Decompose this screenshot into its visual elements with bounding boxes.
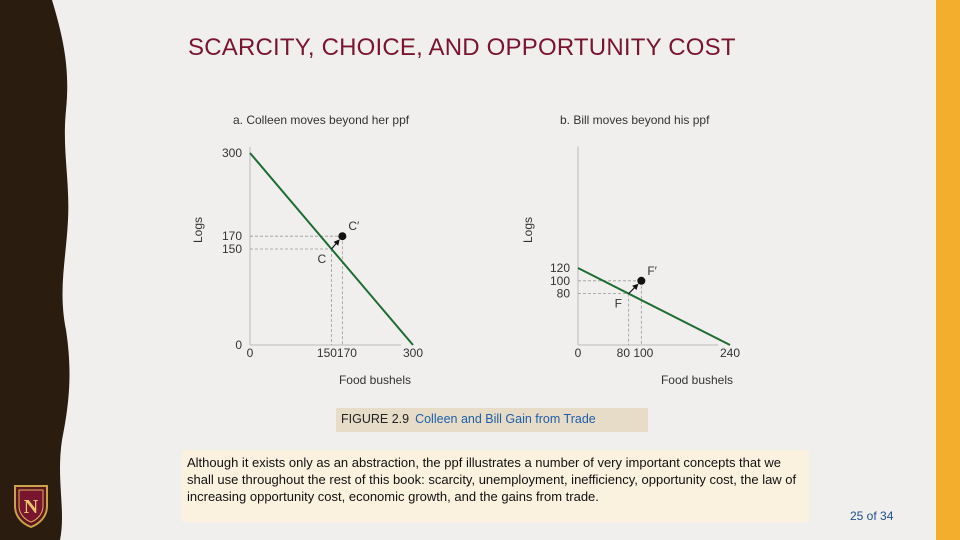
slide-title: SCARCITY, CHOICE, AND OPPORTUNITY COST bbox=[188, 34, 736, 61]
chart-b-x-tick-label: 0 bbox=[575, 346, 582, 360]
chart-a-point-label: C′ bbox=[348, 219, 360, 233]
chart-b-y-tick-label: 100 bbox=[550, 274, 570, 288]
chart-a-point-label: C bbox=[318, 252, 327, 266]
right-accent-band bbox=[936, 0, 960, 540]
chart-a-y-tick-label: 170 bbox=[222, 229, 242, 243]
chart-a-arrow-head bbox=[333, 239, 340, 246]
left-band-shape bbox=[0, 0, 70, 540]
chart-b-arrow-head bbox=[632, 283, 639, 291]
chart-b-ppf-line bbox=[577, 267, 731, 346]
chart-a-x-tick-label: 300 bbox=[403, 346, 423, 360]
chart-b-y-tick-label: 120 bbox=[550, 261, 570, 275]
page-number: 25 of 34 bbox=[850, 509, 894, 523]
chart-b-title: b. Bill moves beyond his ppf bbox=[560, 113, 710, 127]
chart-a-x-tick-label: 0 bbox=[247, 346, 254, 360]
chart-a-title: a. Colleen moves beyond her ppf bbox=[233, 113, 410, 127]
chart-a-y-axis-label: Logs bbox=[191, 217, 205, 243]
chart-b-point-beyond bbox=[637, 276, 646, 285]
chart-b-point-label: F′ bbox=[647, 264, 657, 278]
shield-logo-icon: N bbox=[14, 485, 48, 528]
figure-caption-text: Colleen and Bill Gain from Trade bbox=[415, 412, 596, 426]
chart-b-y-axis-label: Logs bbox=[521, 217, 535, 243]
left-decorative-band bbox=[0, 0, 72, 540]
chart-b-x-tick-label: 240 bbox=[720, 346, 740, 360]
shield-logo-letter: N bbox=[24, 496, 39, 518]
chart-b-x-tick-label: 80 100 bbox=[617, 346, 654, 360]
chart-b-y-tick-label: 80 bbox=[557, 287, 571, 301]
chart-a-y-tick-label: 150 bbox=[222, 242, 242, 256]
chart-b-x-axis-label: Food bushels bbox=[661, 373, 733, 387]
chart-b-point-label: F bbox=[615, 297, 622, 311]
chart-a-y-tick-label: 0 bbox=[235, 338, 242, 352]
figure-caption: FIGURE 2.9 Colleen and Bill Gain from Tra… bbox=[336, 408, 648, 432]
chart-a-point-beyond bbox=[338, 232, 347, 241]
right-band-fill bbox=[936, 0, 960, 540]
figure-charts: a. Colleen moves beyond her ppf Logs Food … bbox=[191, 113, 740, 387]
chart-a-x-tick-label: 150170 bbox=[317, 346, 357, 360]
chart-a-x-axis-label: Food bushels bbox=[339, 373, 411, 387]
figure-caption-number: FIGURE 2.9 bbox=[341, 412, 410, 426]
chart-a-y-tick-label: 300 bbox=[222, 146, 242, 160]
body-text: Although it exists only as an abstractio… bbox=[182, 450, 809, 522]
shield-logo-inner bbox=[18, 489, 44, 523]
